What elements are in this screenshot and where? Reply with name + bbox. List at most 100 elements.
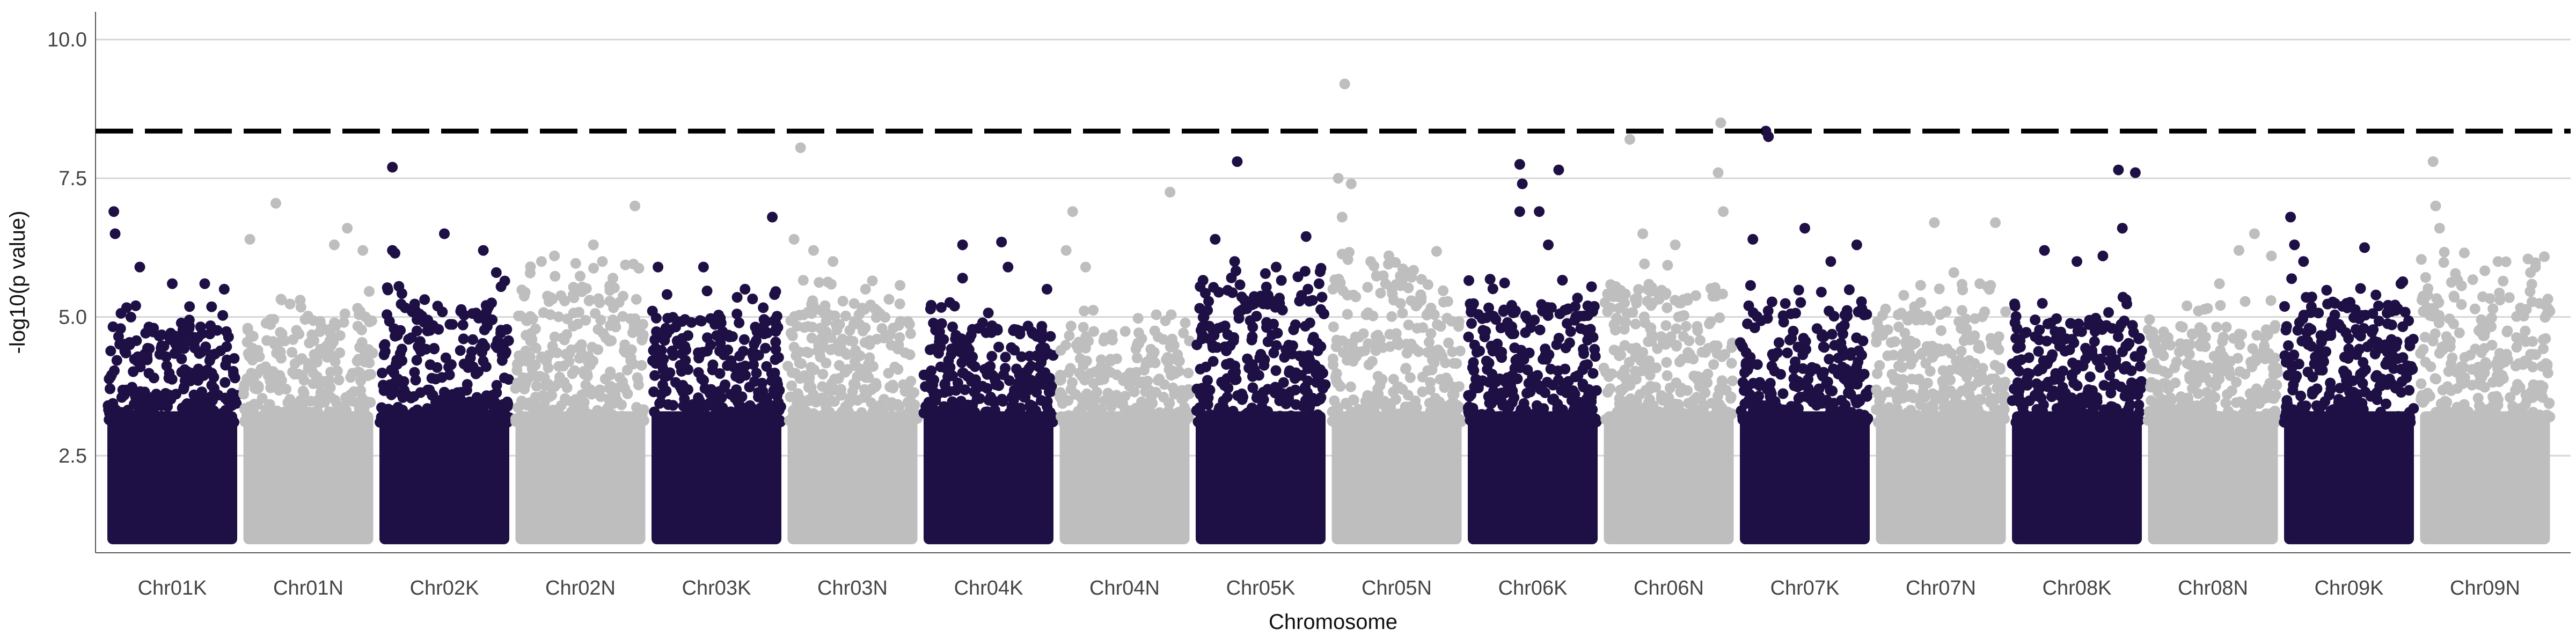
data-point [1846,407,1857,418]
data-point [579,369,590,380]
data-point [1587,306,1598,317]
data-point [1004,375,1015,386]
data-point [2068,377,2080,389]
data-point [2165,394,2177,406]
data-point [608,398,619,409]
data-point [807,321,818,333]
data-point [789,311,800,322]
data-point [1367,394,1379,405]
data-point [979,364,990,375]
data-point [2142,415,2154,426]
data-point [670,377,681,388]
data-point [538,307,549,318]
data-point [1160,315,1171,326]
data-point [633,379,644,391]
data-point [429,343,440,355]
data-point [2107,413,2118,425]
data-point [1770,416,1781,427]
data-point [1737,377,1748,388]
chromosome-Chr05K [1191,156,1331,545]
data-point [1300,382,1311,393]
data-point [360,415,371,426]
data-point [1966,366,1978,377]
data-point [2200,372,2212,383]
data-point [2037,406,2048,417]
data-point [568,292,580,303]
data-point [2175,338,2186,349]
top-hit-point [218,283,230,295]
data-point [544,415,555,426]
data-point [698,375,709,386]
data-point [1463,275,1474,286]
data-point [531,380,542,392]
data-point [1236,394,1248,405]
data-point [2263,411,2274,422]
data-point [1422,365,1433,376]
data-point [1662,302,1673,313]
data-point [511,358,523,370]
data-point [561,382,573,393]
data-point [607,314,618,325]
data-point [1142,376,1153,387]
data-point [2396,376,2407,387]
data-point [111,414,122,425]
top-hit-point [270,197,281,209]
top-hit-point [199,278,210,289]
data-point [2402,416,2413,428]
data-point [456,395,467,406]
data-point [187,416,199,427]
data-point [1845,389,1856,400]
data-point [430,397,441,408]
data-point [2373,316,2384,327]
data-point [1780,298,1791,309]
data-point [1499,277,1510,289]
data-point [696,401,706,412]
data-point [1620,317,1631,328]
data-point [661,385,672,397]
data-point [389,367,399,378]
data-point [676,365,687,377]
data-point [2187,383,2198,394]
data-point [2171,356,2182,368]
data-point [2089,336,2100,347]
data-point [184,301,195,312]
data-point [969,361,980,372]
data-point [1836,405,1847,416]
data-point [1954,354,1965,365]
data-point [1678,294,1689,305]
data-point [650,352,662,363]
data-point [450,417,462,428]
data-point [1897,380,1908,392]
data-point [306,364,317,375]
data-point [935,302,947,313]
data-point [769,368,780,378]
data-point [388,382,399,393]
data-point [242,323,253,334]
data-point [2197,363,2208,374]
data-point [872,410,883,421]
data-point [986,350,998,362]
data-point [254,351,265,362]
data-point [803,347,814,358]
data-point [1298,351,1309,362]
data-point [1136,396,1147,407]
data-point [786,327,796,339]
data-point [905,376,917,387]
data-point [1270,365,1282,376]
data-point [287,347,298,358]
data-point [945,362,956,373]
data-point [894,298,905,310]
data-point [224,413,235,425]
data-point [1016,351,1027,362]
data-point [1225,357,1235,369]
data-point [829,396,840,407]
data-point [2218,350,2229,362]
data-point [2433,317,2445,328]
data-point [105,345,116,356]
data-point [2158,326,2169,338]
data-point [280,335,291,347]
data-point [1835,416,1847,427]
data-point [272,405,283,416]
data-point [2128,327,2139,338]
data-point [1551,339,1562,350]
